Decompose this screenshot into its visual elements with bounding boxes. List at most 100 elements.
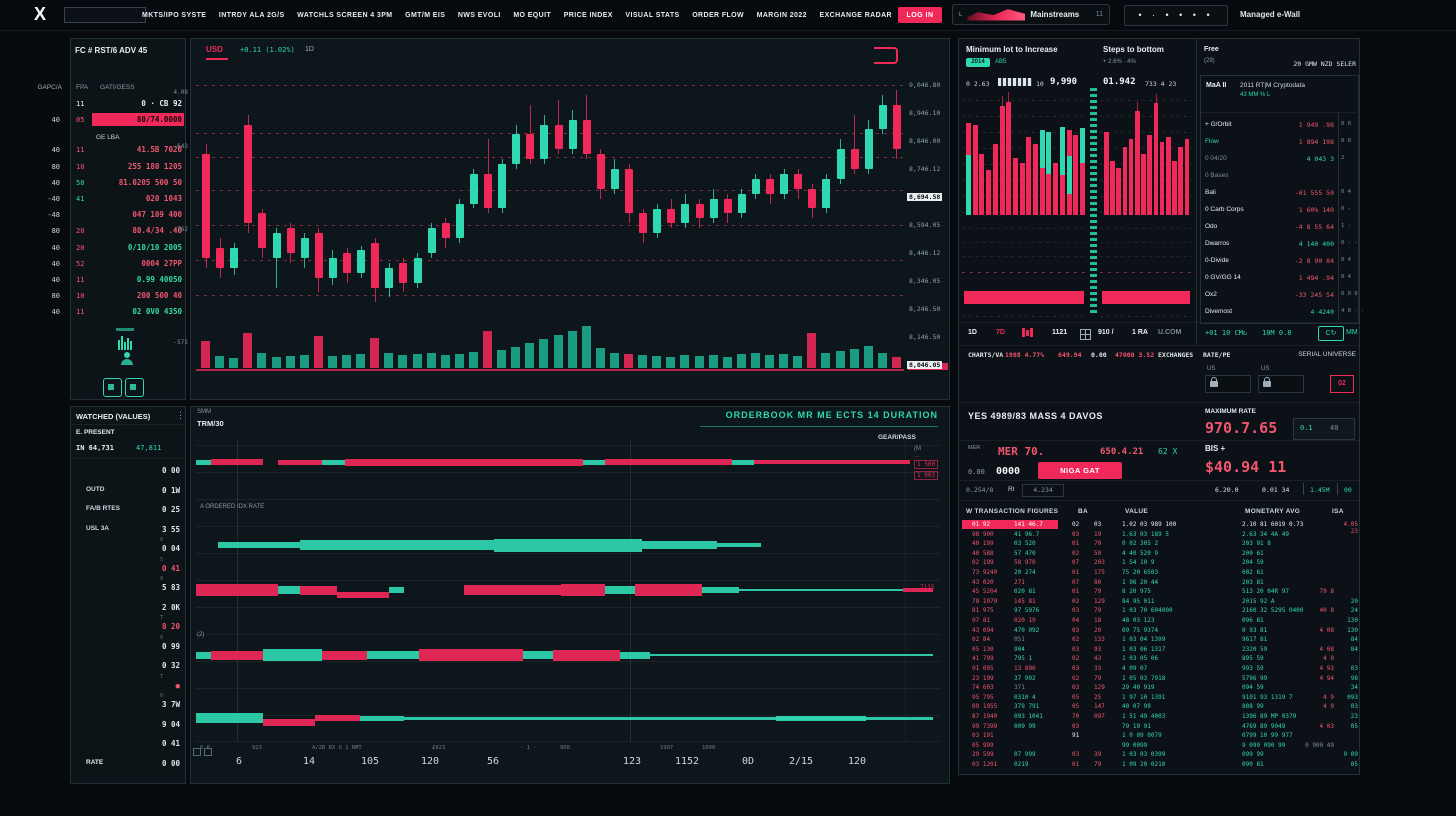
candles-icon[interactable] [1022, 328, 1025, 337]
candles-icon[interactable] [1026, 330, 1029, 336]
ribbon-segment [210, 459, 263, 465]
ladder-strip [1090, 130, 1097, 133]
grid-icon[interactable] [1080, 329, 1091, 340]
ft-row-label: + G/Orbit [1205, 121, 1232, 128]
watchlist-row[interactable]: 41.5B 7020 [136, 145, 182, 155]
kebab-menu-icon[interactable]: ⋮ [176, 410, 185, 420]
nav-menu-item[interactable]: VISUAL STATS [625, 11, 680, 19]
watchlist-row[interactable]: 0/10/10 2005 [127, 242, 182, 252]
watchlist-row[interactable]: 020 1043 [145, 194, 182, 203]
br-table-cell: 090 81 [1242, 761, 1264, 768]
watchlist-row[interactable]: 80.4/34 .40 [132, 226, 182, 236]
br-table-cell: 40 588 [972, 549, 994, 557]
rt-a-n1: 0 2.63 [966, 80, 990, 88]
rate-chip[interactable] [1293, 418, 1355, 440]
buy-button[interactable]: NIGA GAT [1038, 462, 1122, 479]
ticker-widget[interactable]: L Mainstreams 11 [952, 4, 1110, 25]
layers-icon [108, 384, 114, 390]
watchlist-row[interactable]: 0 · CB 92 [141, 99, 182, 108]
toolbar-item[interactable]: 1D [968, 329, 977, 336]
br-table-cell: 43 020 [972, 578, 994, 586]
count-badge[interactable]: 02 [1330, 375, 1354, 393]
nav-menu-item[interactable]: NWS EVOLI [457, 11, 501, 19]
nav-menu-item[interactable]: WATCHLS SCREEN 4 3PM [297, 11, 393, 19]
br-table-cell: 4 9 [1323, 693, 1334, 701]
watchlist-action-button[interactable] [125, 378, 144, 397]
watchlist-row[interactable]: 02 0V0 4350 [132, 307, 182, 317]
nav-menu-item[interactable]: GMT/M EIS [405, 11, 446, 19]
watchlist-row[interactable]: 255 180 1205 [127, 161, 182, 171]
br-table-cell: 98 [1350, 674, 1358, 682]
br-table-cell: 01 [1072, 569, 1080, 576]
ft-footer-item[interactable]: MM [1346, 329, 1358, 336]
watchlist-row[interactable]: 81.0205 500 50 [118, 177, 182, 187]
br-table-cell: 58 970 [1014, 559, 1036, 567]
br-table-cell: 29 40 919 [1122, 684, 1155, 692]
toolbar-item[interactable]: U.COM [1158, 329, 1182, 336]
watchlist-row[interactable]: 0.99 40050 [136, 275, 182, 284]
toolbar-item[interactable]: 7D [996, 329, 1005, 336]
rt-a-n3: 9,990 [1050, 77, 1078, 87]
bl-row-value: 0 41 [161, 563, 180, 573]
ribbon-segment [716, 543, 762, 547]
toolbar-item[interactable]: 1 RA [1132, 329, 1148, 336]
br-table-cell: 9617 81 [1242, 636, 1268, 644]
ribbon-segment [419, 649, 524, 661]
br-table-cell: 40 8 [1319, 607, 1334, 615]
br-table-cell: 07 999 [1014, 751, 1036, 759]
candlestick [653, 208, 662, 234]
nav-menu-item[interactable]: PRICE INDEX [563, 11, 613, 19]
toolbar-item[interactable]: 910 / [1098, 329, 1114, 336]
nav-menu-item[interactable]: ORDER FLOW [692, 11, 745, 19]
br-table-cell: 1 05 03 7918 [1122, 674, 1166, 682]
volume-bar [595, 348, 605, 368]
watchlist-row[interactable]: 200 500 40 [136, 291, 182, 301]
nav-menu-item[interactable]: MKTS/IPO SYSTE [142, 11, 207, 19]
nav-menu-item[interactable]: EXCHANGE RADAR [819, 11, 892, 19]
watchlist-row[interactable]: 0004 27PP [141, 258, 182, 268]
app-logo[interactable]: X [34, 4, 46, 24]
watchlist-row[interactable]: 80/74.0000 [136, 115, 182, 125]
ft-footer-item[interactable]: +01 10 CM↻ [1205, 329, 1248, 337]
candlestick [526, 134, 535, 160]
bc-toggle-icon[interactable] [193, 748, 201, 756]
br-table-cell: 203 81 [1242, 578, 1264, 586]
bl-row-value: 0 41 [161, 739, 180, 748]
bl-row-value: 3 7W [161, 700, 180, 709]
mer-label: MER [968, 445, 981, 451]
stats-item: 0.00 [1091, 351, 1107, 359]
bc-toggle-icon[interactable] [204, 748, 212, 756]
ft-footer-item[interactable]: 10M 0.8 [1262, 329, 1292, 337]
volume-bar [243, 333, 253, 368]
price-axis-tick: 8,346.05 [909, 277, 941, 285]
watchlist-action-button[interactable] [103, 378, 122, 397]
ft-footer-button[interactable]: C↻ [1318, 326, 1344, 341]
login-button[interactable]: LOG IN [898, 7, 942, 23]
rt-b-n2: 733 4 23 [1145, 80, 1177, 88]
right-column [958, 38, 1360, 775]
nav-menu-item[interactable]: INTRDY ALA 2G/S [218, 11, 285, 19]
watchlist-row[interactable]: 047 109 400 [132, 210, 182, 220]
candles-icon[interactable] [1030, 328, 1033, 337]
strip-input[interactable]: 4.234 [1022, 484, 1064, 497]
br-table-cell: 79 [1094, 761, 1102, 768]
nav-menu-item[interactable]: MARGIN 2022 [756, 11, 807, 19]
rt-red-dots [1100, 272, 1192, 273]
candlestick [427, 228, 436, 253]
ft-col-divider [1338, 113, 1339, 320]
rt-b-bar [1141, 153, 1146, 215]
nav-menu-item[interactable]: MO EQUIT [513, 11, 552, 19]
divider [70, 424, 186, 425]
expand-icon[interactable] [874, 47, 898, 64]
pager-dots[interactable]: • · • • • • [1124, 5, 1228, 26]
bl-panel-title: WATCHED (VALUES) [76, 412, 151, 421]
volume-bar [327, 356, 337, 368]
bl-row-value: 3 55 [161, 524, 180, 534]
bc-corner-label1: SMM [197, 409, 211, 415]
br-table-cell: 099 99 [1242, 751, 1264, 759]
br-table-cell: 48 03 123 [1122, 617, 1155, 624]
watchlist-row-highlight [92, 113, 184, 127]
search-input[interactable] [64, 7, 146, 23]
toolbar-item[interactable]: 1121 [1052, 329, 1068, 336]
ladder-strip [1090, 118, 1097, 121]
